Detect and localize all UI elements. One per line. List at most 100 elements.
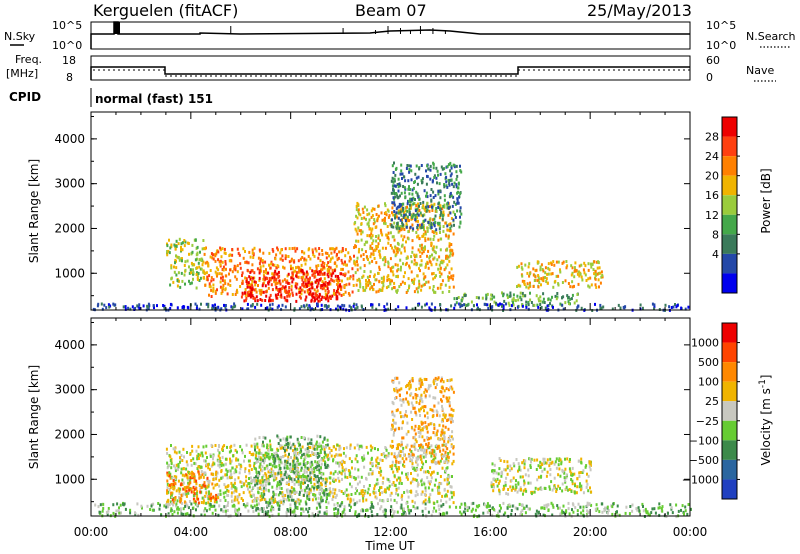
power-cell [381,286,384,290]
power-cell [417,202,419,206]
power-cell [381,280,384,284]
power-cell [431,218,434,222]
power-cell [238,253,241,257]
power-cell [244,250,246,253]
velocity-cell [186,476,189,480]
power-cell [170,266,173,270]
velocity-cell [288,492,291,496]
velocity-cell [240,497,243,500]
power-cell [589,276,592,280]
power-cell [408,192,411,196]
power-cell [242,247,245,251]
nave-tick-bottom: 0 [706,71,713,84]
power-cell [250,291,252,295]
velocity-cell [244,454,246,458]
power-cell [567,300,570,304]
power-cell [316,302,319,306]
power-cell [177,271,180,275]
velocity-cell [320,466,322,470]
power-cell [246,302,249,306]
power-cell [600,306,603,310]
power-cell [430,263,433,267]
velocity-cell [440,398,442,402]
velocity-cell [320,481,322,485]
power-cell [183,305,186,309]
velocity-cell [402,463,404,467]
velocity-cell [267,479,269,483]
velocity-cell [405,397,408,401]
power-cell [371,234,374,238]
velocity-cell [587,489,590,493]
velocity-cell [185,494,188,498]
power-cell [222,268,225,272]
power-cell [321,260,324,264]
power-cell [446,202,449,206]
power-cell [302,284,305,288]
velocity-cell [195,492,198,495]
power-cell [244,291,246,295]
velocity-cell [320,476,323,480]
power-cell [251,251,254,255]
velocity-cell [273,461,276,465]
power-cell [434,194,437,198]
velocity-cell [347,469,350,472]
velocity-cell [208,490,210,494]
power-cell [295,299,298,303]
power-cell [309,305,311,309]
velocity-cell [219,463,222,467]
power-cell [248,275,251,279]
velocity-cell [586,472,588,476]
velocity-cell [402,420,404,424]
power-cell [441,279,444,283]
power-cell [319,286,322,290]
power-cell [399,208,402,212]
power-cell [321,287,324,291]
power-cell [594,302,596,306]
velocity-cell [331,491,334,495]
velocity-cell [346,497,349,501]
velocity-cell [293,482,296,486]
power-cell [407,179,410,183]
power-cell [587,262,590,266]
velocity-cell [202,499,205,503]
power-cell [340,250,343,254]
power-cell [527,307,530,311]
power-cell [387,209,390,213]
velocity-cell [184,473,187,477]
power-cell [524,263,527,267]
velocity-cell [173,475,176,479]
velocity-cell [360,475,363,479]
power-cell [382,275,385,279]
velocity-cell [438,445,441,449]
power-cell [321,280,324,283]
power-cell [385,233,388,237]
power-cell [416,226,419,229]
power-cell [422,224,425,227]
power-cell [437,206,440,209]
velocity-cell [441,404,443,408]
velocity-cell [338,464,341,468]
velocity-cell [321,479,324,483]
power-cell [573,269,576,273]
power-cell [357,289,360,292]
power-cell [175,266,178,270]
velocity-cell [322,445,325,449]
velocity-cell [436,429,439,433]
power-cell [555,274,558,278]
power-cell [375,307,378,311]
power-cell [430,302,433,306]
velocity-cell [438,414,441,418]
velocity-cell [345,493,348,497]
power-cell [405,240,407,244]
power-cell [294,282,297,286]
velocity-cell [199,453,202,457]
power-cell [361,275,364,279]
velocity-cell [443,488,446,492]
velocity-cell [279,491,282,495]
velocity-cell [574,484,576,488]
velocity-data-layer [94,376,692,519]
power-cell [378,265,381,269]
power-cell [545,277,548,281]
velocity-cell [370,501,373,505]
power-cell [438,203,441,207]
